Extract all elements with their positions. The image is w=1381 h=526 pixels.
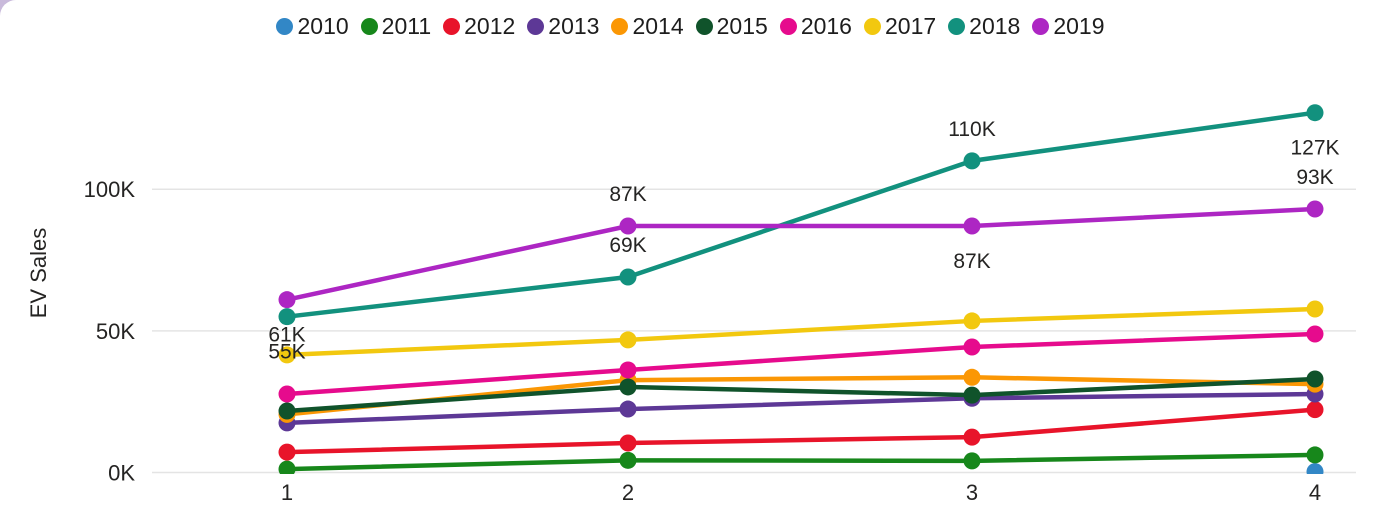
y-tick-label: 0K — [108, 461, 135, 486]
series-line-2015[interactable] — [286, 376, 1316, 414]
data-point-2011-q4[interactable] — [1306, 446, 1324, 464]
data-point-2010-q4[interactable] — [1306, 463, 1324, 480]
data-point-2012-q1[interactable] — [278, 443, 296, 461]
legend-color-dot — [360, 17, 378, 35]
legend-item-label: 2018 — [969, 13, 1021, 39]
data-point-2016-q4[interactable] — [1306, 325, 1324, 343]
legend-item-2019[interactable]: 2019 — [1032, 13, 1105, 39]
data-label-2018-q2: 69K — [609, 234, 646, 257]
data-point-2017-q2[interactable] — [619, 331, 637, 349]
data-label-2018-q3: 110K — [948, 118, 996, 141]
data-point-2018-q3[interactable] — [963, 152, 981, 170]
data-point-2018-q1[interactable] — [278, 308, 296, 326]
data-point-2012-q4[interactable] — [1306, 401, 1324, 419]
x-tick-label: 3 — [966, 480, 978, 505]
data-point-2017-q1[interactable] — [278, 346, 296, 364]
data-point-2012-q2[interactable] — [619, 434, 637, 452]
legend-item-label: 2014 — [632, 13, 684, 39]
legend-item-label: 2015 — [716, 13, 768, 39]
legend-item-2012[interactable]: 2012 — [443, 13, 515, 39]
legend-color-dot — [948, 17, 966, 35]
chart-legend: 2010 2011 2012 2013 2014 2015 2016 2017 2018 2019 — [0, 13, 1381, 39]
legend-item-2015[interactable]: 2015 — [695, 13, 768, 39]
data-point-2018-q4[interactable] — [1306, 104, 1324, 122]
data-point-2014-q3[interactable] — [963, 368, 981, 386]
data-point-2018-q2[interactable] — [619, 268, 637, 286]
data-label-2019-q3: 87K — [953, 250, 990, 273]
legend-item-label: 2012 — [464, 13, 516, 39]
data-point-2016-q1[interactable] — [278, 385, 296, 403]
data-point-2016-q3[interactable] — [963, 338, 981, 356]
data-point-2016-q2[interactable] — [619, 361, 637, 379]
data-point-2011-q3[interactable] — [963, 452, 981, 470]
data-label-2019-q2: 87K — [609, 183, 646, 206]
data-label-2018-q4: 127K — [1290, 137, 1339, 160]
legend-color-dot — [527, 17, 545, 35]
legend-item-2016[interactable]: 2016 — [779, 13, 852, 39]
data-point-2011-q1[interactable] — [278, 460, 296, 478]
legend-item-label: 2011 — [381, 13, 432, 39]
data-point-2019-q4[interactable] — [1306, 200, 1324, 218]
legend-color-dot — [443, 17, 461, 35]
legend-color-dot — [695, 17, 713, 35]
legend-color-dot — [863, 17, 881, 35]
legend-item-label: 2017 — [884, 13, 937, 39]
y-tick-label: 50K — [96, 319, 135, 344]
data-point-2011-q2[interactable] — [619, 451, 637, 469]
data-point-2015-q4[interactable] — [1306, 370, 1324, 388]
legend-color-dot — [779, 17, 797, 35]
data-point-2017-q4[interactable] — [1306, 300, 1324, 318]
legend-item-2017[interactable]: 2017 — [863, 13, 937, 39]
data-point-2019-q1[interactable] — [278, 291, 296, 309]
x-tick-label: 2 — [622, 480, 634, 505]
legend-item-label: 2010 — [297, 13, 349, 39]
y-tick-label: 100K — [84, 177, 136, 202]
data-point-2012-q3[interactable] — [963, 428, 981, 446]
legend-item-2014[interactable]: 2014 — [611, 13, 684, 39]
legend-item-2018[interactable]: 2018 — [948, 13, 1020, 39]
legend-item-2010[interactable]: 2010 — [276, 13, 349, 39]
legend-item-2013[interactable]: 2013 — [527, 13, 599, 39]
data-point-2019-q2[interactable] — [619, 217, 637, 235]
series-line-2012[interactable] — [286, 407, 1316, 455]
legend-color-dot — [611, 17, 629, 35]
data-label-2019-q4: 93K — [1296, 166, 1333, 189]
x-tick-label: 4 — [1309, 480, 1321, 505]
series-line-2019[interactable] — [286, 206, 1316, 302]
legend-item-label: 2019 — [1053, 13, 1105, 39]
data-point-2015-q1[interactable] — [278, 402, 296, 420]
data-point-2019-q3[interactable] — [963, 217, 981, 235]
y-axis-title: EV Sales — [26, 228, 51, 319]
series-line-2017[interactable] — [286, 306, 1316, 358]
series-line-2011[interactable] — [286, 452, 1316, 472]
x-tick-label: 1 — [281, 480, 293, 505]
legend-item-2011[interactable]: 2011 — [360, 13, 432, 39]
data-point-2017-q3[interactable] — [963, 312, 981, 330]
data-label-2018-q1: 55K — [268, 341, 305, 364]
legend-item-label: 2013 — [548, 13, 600, 39]
series-line-2016[interactable] — [286, 331, 1316, 397]
data-point-2015-q3[interactable] — [963, 386, 981, 404]
series-line-2018[interactable] — [286, 110, 1316, 319]
series-line-2013[interactable] — [286, 391, 1316, 426]
legend-color-dot — [1032, 17, 1050, 35]
data-label-2019-q1: 61K — [268, 324, 305, 347]
legend-item-label: 2016 — [800, 13, 852, 39]
data-point-2015-q2[interactable] — [619, 378, 637, 396]
legend-color-dot — [276, 17, 294, 35]
data-point-2013-q2[interactable] — [619, 400, 637, 418]
